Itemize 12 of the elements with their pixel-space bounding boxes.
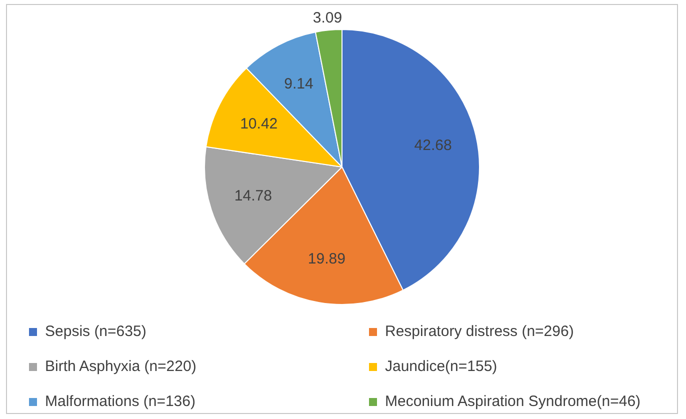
data-label: 3.09	[312, 9, 342, 26]
legend-label: Birth Asphyxia (n=220)	[45, 358, 196, 375]
data-label: 19.89	[308, 250, 346, 268]
data-label: 10.42	[240, 115, 278, 132]
legend-label: Respiratory distress (n=296)	[385, 323, 574, 340]
data-label: 9.14	[284, 75, 314, 92]
legend-label: Sepsis (n=635)	[45, 323, 146, 340]
data-label: 42.68	[414, 136, 452, 154]
legend-label: Malformations (n=136)	[45, 393, 196, 410]
data-label: 14.78	[234, 187, 272, 204]
legend-label: Meconium Aspiration Syndrome(n=46)	[385, 393, 641, 410]
legend-label: Jaundice(n=155)	[385, 358, 498, 375]
